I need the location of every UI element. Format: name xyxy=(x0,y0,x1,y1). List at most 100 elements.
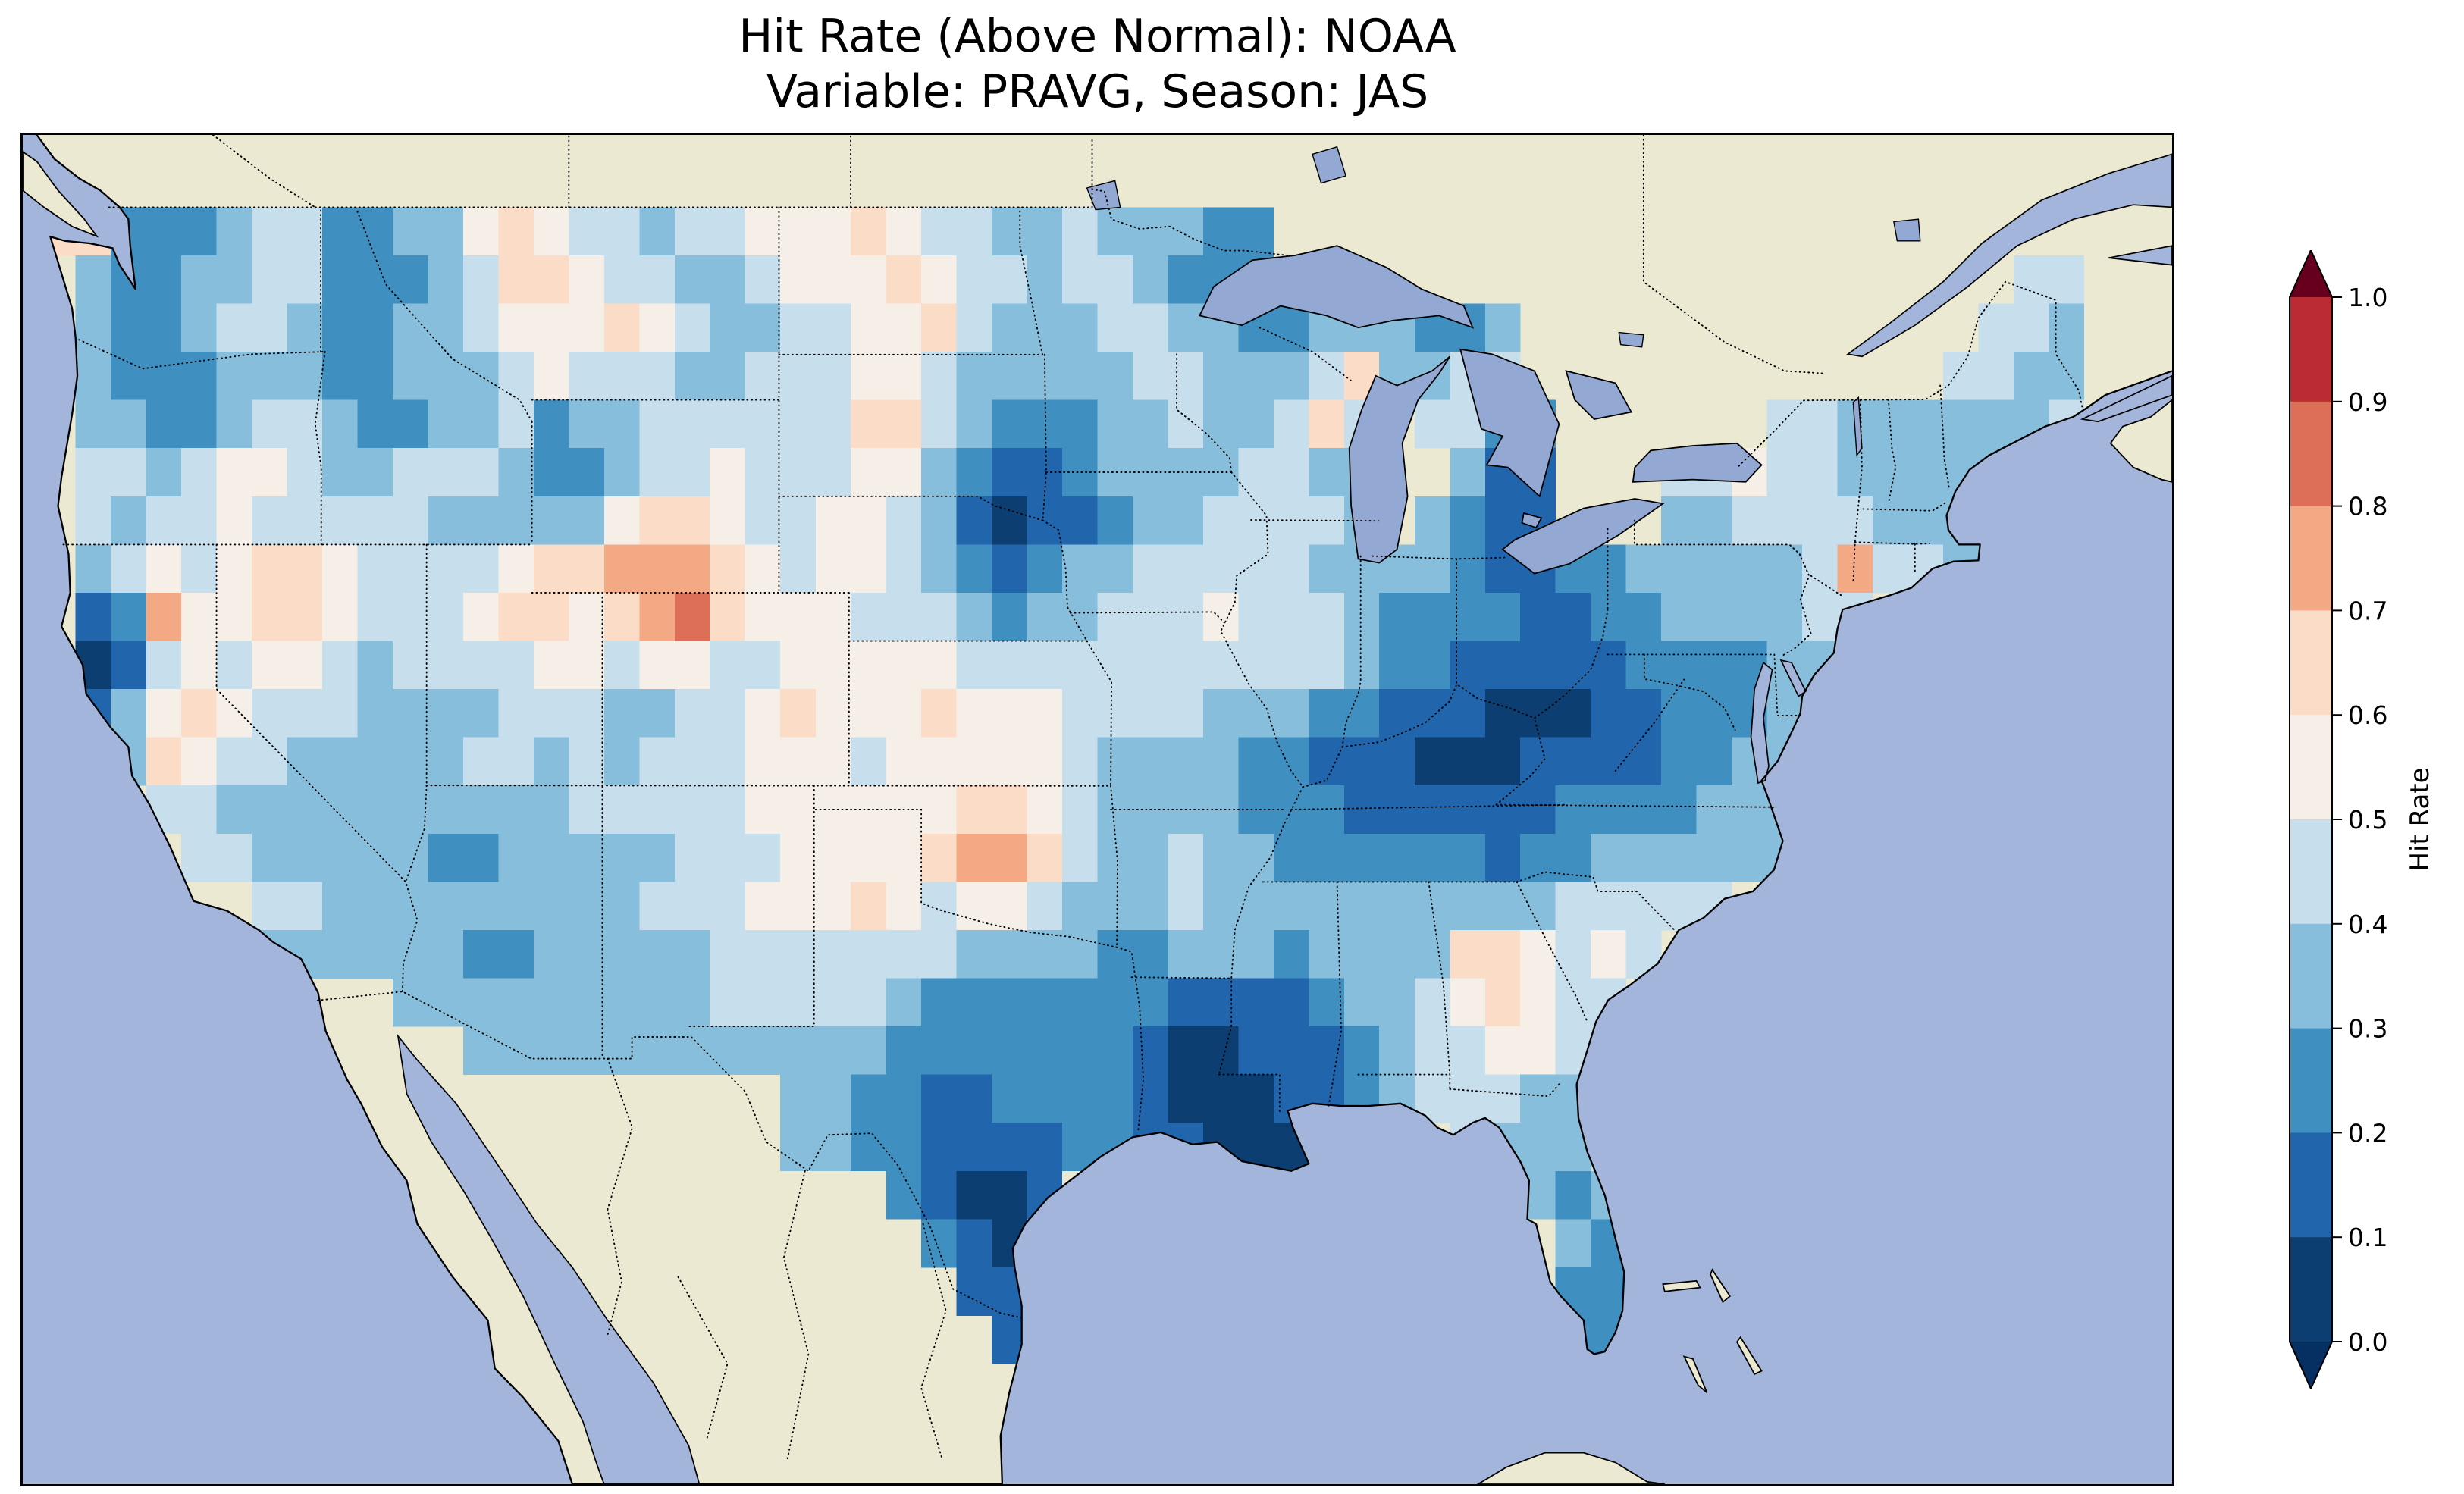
island xyxy=(23,151,99,238)
heatmap-cell xyxy=(921,207,957,256)
heatmap-cell xyxy=(639,1026,676,1075)
heatmap-cell xyxy=(498,882,534,931)
heatmap-cell xyxy=(1625,641,1662,690)
heatmap-cell xyxy=(498,930,534,979)
heatmap-cell xyxy=(1133,833,1168,882)
heatmap-cell xyxy=(1520,1026,1556,1075)
boundary-dotted xyxy=(1176,353,1233,473)
heatmap-cell xyxy=(992,593,1027,641)
heatmap-cell xyxy=(815,399,851,449)
heatmap-cell xyxy=(815,930,851,979)
heatmap-cell xyxy=(216,689,252,738)
heatmap-cell xyxy=(498,255,534,304)
great-lake xyxy=(1348,355,1451,564)
heatmap-cell xyxy=(322,544,358,594)
boundary-dotted xyxy=(1642,135,1824,374)
heatmap-cell xyxy=(2013,303,2049,352)
water-body xyxy=(1846,153,2172,358)
heatmap-cell xyxy=(1766,544,1803,594)
heatmap-cell xyxy=(710,833,745,882)
heatmap-cell xyxy=(1309,978,1345,1027)
boundary-dotted xyxy=(920,1223,947,1461)
heatmap-cell xyxy=(392,882,428,931)
boundary-dotted xyxy=(1091,188,1289,256)
colorbar-tick-label: 0.8 xyxy=(2348,492,2387,521)
heatmap-cell xyxy=(1520,641,1556,690)
heatmap-cell xyxy=(1591,882,1626,931)
heatmap-cell xyxy=(322,641,358,690)
heatmap-cell xyxy=(1343,882,1380,931)
heatmap-cell xyxy=(956,207,992,256)
heatmap-cell xyxy=(1484,737,1521,786)
water-body xyxy=(2080,374,2172,423)
heatmap-cell xyxy=(745,1026,781,1075)
heatmap-cell xyxy=(992,689,1027,738)
heatmap-cell xyxy=(1202,496,1239,545)
heatmap-cell xyxy=(1202,207,1239,256)
heatmap-cell xyxy=(569,593,605,641)
heatmap-cell xyxy=(428,833,464,882)
heatmap-cell xyxy=(780,785,817,835)
heatmap-cell xyxy=(1414,785,1450,835)
heatmap-cell xyxy=(181,833,218,882)
heatmap-cell xyxy=(851,593,886,641)
heatmap-cell xyxy=(956,930,992,979)
heatmap-cell xyxy=(1661,689,1697,738)
heatmap-cell xyxy=(1097,496,1133,545)
heatmap-cell xyxy=(1273,593,1309,641)
heatmap-cell xyxy=(1872,448,1908,497)
heatmap-cell xyxy=(851,399,886,449)
heatmap-cell xyxy=(1097,641,1133,690)
island xyxy=(2109,399,2172,483)
heatmap-cell xyxy=(1520,737,1556,786)
heatmap-cell xyxy=(146,448,182,497)
heatmap-cell xyxy=(569,785,605,835)
heatmap-cell xyxy=(710,593,745,641)
heatmap-cell xyxy=(851,303,886,352)
heatmap-cell xyxy=(287,448,323,497)
heatmap-cell xyxy=(1555,1219,1591,1268)
heatmap-cell xyxy=(710,496,745,545)
heatmap-cell xyxy=(886,544,922,594)
heatmap-cell xyxy=(1625,737,1662,786)
heatmap-cell xyxy=(1027,930,1063,979)
heatmap-cell xyxy=(1202,882,1239,931)
heatmap-cell xyxy=(392,255,428,304)
heatmap-cell xyxy=(956,352,992,400)
heatmap-cell xyxy=(745,303,781,352)
heatmap-cell xyxy=(428,978,464,1027)
heatmap-cell xyxy=(780,641,817,690)
boundary-dotted xyxy=(687,785,815,1027)
boundary-dotted xyxy=(1773,653,1801,716)
heatmap-cell xyxy=(1168,1074,1204,1123)
heatmap-cell xyxy=(1414,496,1450,545)
heatmap-cell xyxy=(1450,496,1486,545)
heatmap-cell xyxy=(1133,641,1168,690)
heatmap-cell xyxy=(252,689,287,738)
heatmap-cell xyxy=(287,496,323,545)
heatmap-cell xyxy=(1168,1026,1204,1075)
chart-title-line2: Variable: PRAVG, Season: JAS xyxy=(766,65,1429,119)
boundary-dotted xyxy=(1939,384,1951,491)
heatmap-cell xyxy=(851,1123,886,1172)
heatmap-cell xyxy=(146,207,182,256)
heatmap-cell xyxy=(921,930,957,979)
heatmap-cell xyxy=(569,978,605,1027)
heatmap-cell xyxy=(1837,496,1873,545)
heatmap-cell xyxy=(181,737,218,786)
heatmap-cell xyxy=(462,448,499,497)
heatmap-cell xyxy=(674,641,710,690)
boundary-dotted xyxy=(314,351,326,546)
heatmap-cell xyxy=(1309,882,1345,931)
heatmap-cell xyxy=(1450,833,1486,882)
heatmap-cell xyxy=(569,207,605,256)
heatmap-cell xyxy=(639,303,676,352)
heatmap-cell xyxy=(569,737,605,786)
heatmap-cell xyxy=(1273,833,1309,882)
heatmap-cell xyxy=(851,737,886,786)
heatmap-cell xyxy=(1766,593,1803,641)
heatmap-cell xyxy=(1414,930,1450,979)
heatmap-cell xyxy=(1802,544,1838,594)
boundary-dotted xyxy=(316,991,1023,1319)
heatmap-cell xyxy=(498,1026,534,1075)
